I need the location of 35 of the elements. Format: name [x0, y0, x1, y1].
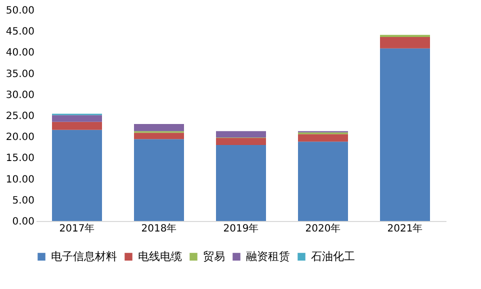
bar	[52, 115, 102, 122]
bar	[216, 138, 266, 146]
x-tick-label: 2021年	[387, 222, 423, 234]
bar	[52, 122, 102, 130]
y-tick-label: 5.00	[12, 195, 34, 206]
legend-label: 石油化工	[311, 250, 355, 263]
bar	[134, 139, 184, 221]
bar	[380, 34, 430, 38]
legend-label: 融资租赁	[246, 250, 290, 263]
y-tick-label: 45.00	[6, 26, 34, 38]
x-tick-label: 2017年	[59, 222, 95, 234]
bar	[298, 142, 348, 221]
legend-label: 电线电缆	[138, 250, 182, 263]
x-tick-label: 2019年	[223, 222, 259, 234]
bar	[216, 145, 266, 221]
legend-label: 电子信息材料	[51, 250, 117, 263]
y-tick-label: 10.00	[6, 174, 34, 186]
bar	[134, 132, 184, 140]
y-tick-label: 25.00	[6, 111, 34, 122]
y-tick-label: 30.00	[6, 90, 34, 101]
x-tick-label: 2018年	[141, 222, 177, 234]
y-tick-label: 35.00	[6, 68, 34, 80]
bar	[52, 130, 102, 221]
y-tick-label: 15.00	[6, 153, 34, 164]
y-tick-label: 20.00	[6, 132, 34, 144]
bar	[134, 124, 184, 132]
y-tick-label: 40.00	[6, 48, 34, 59]
y-tick-label: 0.00	[12, 216, 34, 228]
legend-label: 贸易	[203, 250, 225, 263]
x-tick-label: 2020年	[305, 222, 341, 234]
bar	[216, 131, 266, 138]
bar	[298, 134, 348, 142]
bar	[380, 37, 430, 48]
y-tick-label: 50.00	[6, 6, 34, 16]
bar	[380, 48, 430, 221]
